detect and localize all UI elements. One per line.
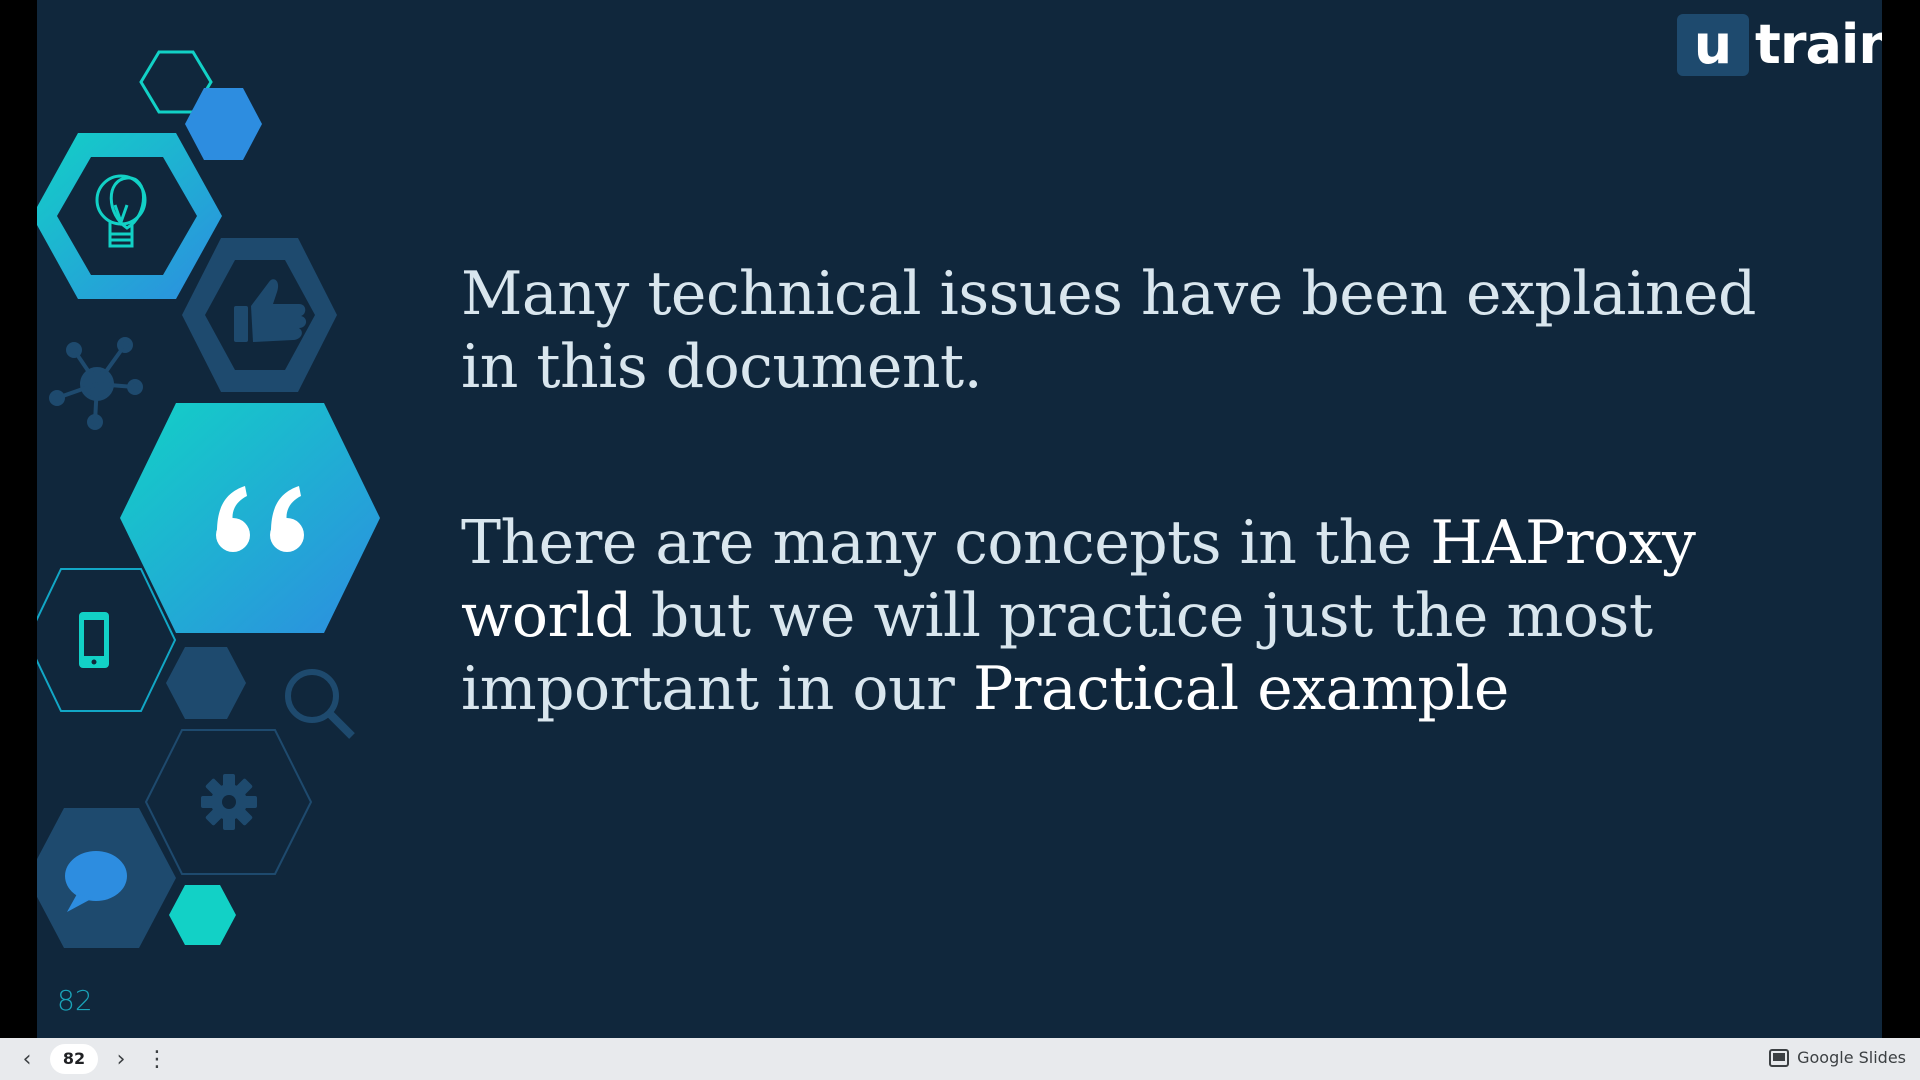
slide: u train Many technical issues have been …: [37, 0, 1882, 1038]
previous-slide-button[interactable]: ‹: [14, 1046, 40, 1072]
search-icon: [285, 669, 355, 739]
utrain-logo: u train: [1677, 14, 1882, 76]
hexagon-blue-small: [185, 88, 262, 160]
google-slides-link[interactable]: Google Slides: [1769, 1048, 1906, 1067]
chevron-right-icon: ›: [116, 1046, 126, 1072]
hexagon-dark-small: [166, 647, 246, 719]
more-vert-icon: ⋮: [146, 1046, 168, 1072]
hexagon-decoration: [37, 50, 380, 948]
slide-number: 82: [57, 984, 93, 1017]
lightbulb-icon: [95, 174, 147, 248]
gear-icon: [201, 774, 257, 830]
chevron-left-icon: ‹: [22, 1046, 32, 1072]
p2-intro: There are many concepts in the: [461, 508, 1431, 578]
paragraph-technical-issues: Many technical issues have been explaine…: [461, 259, 1756, 402]
logo-box: u: [1677, 14, 1749, 76]
smartphone-icon: [79, 612, 109, 668]
hexagon-outline-gear: [144, 729, 313, 875]
hexagon-outline-top: [139, 50, 213, 114]
quote-icon: [216, 486, 304, 552]
p2-mid: but we will practice just the most impor…: [461, 581, 1653, 724]
hexagon-quote: [120, 403, 380, 633]
page-indicator[interactable]: 82: [50, 1044, 98, 1074]
more-options-button[interactable]: ⋮: [144, 1046, 170, 1072]
network-icon: [49, 337, 143, 430]
hexagon-outline-phone: [37, 568, 177, 712]
presentation-icon: [1769, 1048, 1790, 1067]
p2-bold-practical: Practical example: [972, 654, 1509, 724]
hexagon-teal-small: [169, 885, 236, 945]
next-slide-button[interactable]: ›: [108, 1046, 134, 1072]
chat-bubble-icon: [65, 851, 127, 912]
paragraph-concepts: There are many concepts in the HAProxy w…: [461, 507, 1761, 726]
brand-label: Google Slides: [1797, 1048, 1906, 1067]
p2-bold-haproxy: HAProxy world: [461, 508, 1696, 651]
thumbs-up-icon: [234, 279, 307, 342]
viewer-toolbar: ‹ 82 › ⋮ Google Slides: [0, 1038, 1920, 1080]
logo-text: train: [1755, 13, 1882, 76]
